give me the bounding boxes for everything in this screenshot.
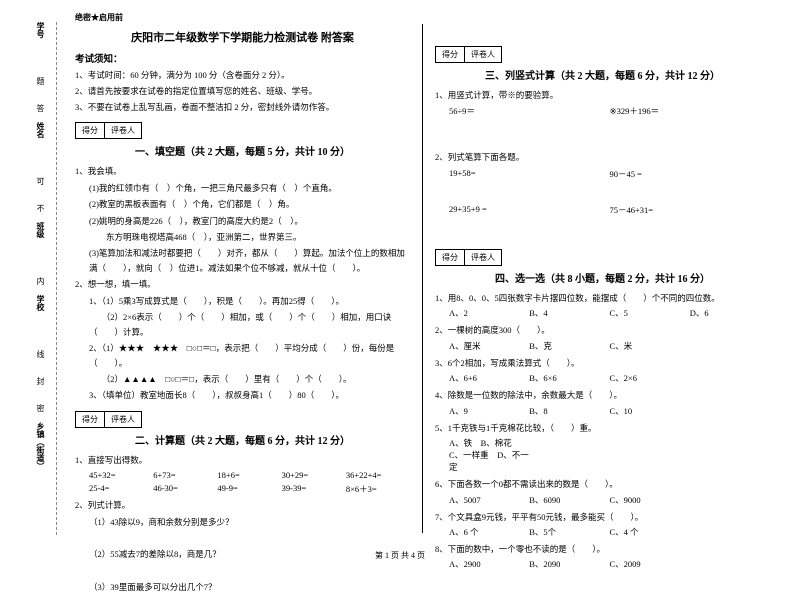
exam-title: 庆阳市二年级数学下学期能力检测试卷 附答案 [75,29,410,45]
s2-q2: 2、列式计算。 [75,498,410,512]
binding-char-5: 线 [37,349,45,360]
s4-q4: 4、除数是一位数的除法中，余数最大是（ ）。 [435,388,770,402]
s3-q1: 1、用竖式计算，带※的要验算。 [435,88,770,102]
column-left: 绝密★启用前 庆阳市二年级数学下学期能力检测试卷 附答案 考试须知： 1、考试时… [63,12,422,545]
binding-char-3: 不 [37,203,45,214]
binding-char-1: 答 [37,103,45,114]
section-1-title: 一、填空题（共 2 大题，每题 5 分，共计 10 分） [75,143,410,158]
s1-q2e: 3、（填单位）教室地面长8（ ），叔叔身高1（ ）80（ ）。 [75,388,410,402]
s3-row0: 19+58= 90－45 = [435,168,770,180]
s1-q2: 2、想一想，填一填。 [75,277,410,291]
binding-char-4: 内 [37,276,45,287]
s1-q1e: (3)笔算加法和减法时都要把（ ）对齐，都从（ ）算起。加法个位上的数相加满（ … [75,246,410,275]
s4-c4: A、9B、8C、10 [435,405,770,417]
binding-char-7: 密 [37,403,45,414]
binding-label-0: 学号 [35,22,46,38]
score-c2d: 评卷人 [465,250,501,265]
s1-q1: 1、我会填。 [75,164,410,178]
s4-q1: 1、用8、0、0、5四张数字卡片摆四位数，能摆成（ ）个不同的四位数。 [435,291,770,305]
binding-label-1: 姓名 [35,122,46,138]
section-3-title: 三、列竖式计算（共 2 大题，每题 6 分，共计 12 分） [435,67,770,82]
score-c1b: 得分 [76,412,105,427]
s1-q2d: （2）▲▲▲▲ □○□＝□，表示（ ）里有（ ）个（ ）。 [75,372,410,386]
binding-char-6: 封 [37,376,45,387]
s1-q1a: (1)我的红领巾有（ ）个角，一把三角尺最多只有（ ）个直角。 [75,181,410,195]
section-2-title: 二、计算题（共 2 大题，每题 6 分，共计 12 分） [75,432,410,447]
section-4-title: 四、选一选（共 8 小题，每题 2 分，共计 16 分） [435,270,770,285]
s4-q3: 3、6个2相加，写成乘法算式（ ）。 [435,356,770,370]
s2-q2c: （3）39里面最多可以分出几个7？ [75,580,410,594]
binding-char-0: 题 [37,76,45,87]
notice-2: 2、请首先按要求在试卷的指定位置填写您的姓名、班级、学号。 [75,85,410,98]
secret-label: 绝密★启用前 [75,12,410,23]
s1-q1d: 东方明珠电视塔高468（ ），亚洲第二，世界第三。 [75,230,410,244]
s4-c2: A、厘米B、克C、米 [435,340,770,352]
binding-dashed-line [56,22,57,535]
s4-c6: A、5007B、6090C、9000 [435,494,770,506]
s3-q1row: 56÷9＝ ※329＋196＝ [435,105,770,117]
binding-column: 学号 题 答 姓名 可 不 班级 内 学校 线 封 密 乡镇（街道） [18,12,63,545]
s1-q2b: （2）2×6表示（ ）个（ ）相加，或（ ）个（ ）相加，用口诀（ ）计算。 [75,310,410,339]
s4-c5: A、铁 B、棉花 C、一样重 D、不一定 [435,437,770,473]
s2-q2a: （1）43除以9，商和余数分别是多少？ [75,515,410,529]
s2-q1: 1、直接写出得数。 [75,453,410,467]
s4-c3: A、6+6B、6×6C、2×6 [435,372,770,384]
s4-q5: 5、1千克铁与1千克棉花比较，（ ）重。 [435,421,770,435]
binding-char-2: 可 [37,176,45,187]
score-c1d: 得分 [436,250,465,265]
s1-q1c: (2)姚明的身高是226（ ），教室门的高度大约是2（ ）。 [75,214,410,228]
s2-row1: 25-4= 46-30= 49-9= 39-39= 8×6＋3= [75,483,410,495]
s4-c7: A、6 个B、5个C、4 个 [435,526,770,538]
binding-label-2: 班级 [35,222,46,238]
page-footer: 第 1 页 共 4 页 [0,550,800,561]
score-box-1: 得分 评卷人 [75,122,142,139]
binding-label-4: 乡镇（街道） [35,422,46,470]
s1-q2c: 2、（1）★★★ ★★★ □○□＝□，表示把（ ）平均分成（ ）份，每份是（ ）… [75,341,410,370]
score-c2b: 评卷人 [105,412,141,427]
s3-q2: 2、列式笔算下面各题。 [435,150,770,164]
score-box-4: 得分 评卷人 [435,249,502,266]
binding-label-3: 学校 [35,295,46,311]
notice-head: 考试须知： [75,51,410,65]
score-c2c: 评卷人 [465,47,501,62]
s1-q1b: (2)教室的黑板表面有（ ）个角，它们都是（ ）角。 [75,197,410,211]
s4-q7: 7、个文具盒9元钱，平平有50元钱，最多能买（ ）。 [435,510,770,524]
s1-q2a: 1、（1）5乘3写成算式是（ ），积是（ ）。再加25得（ ）。 [75,294,410,308]
score-c1c: 得分 [436,47,465,62]
column-right: 得分 评卷人 三、列竖式计算（共 2 大题，每题 6 分，共计 12 分） 1、… [423,12,782,545]
score-c1: 得分 [76,123,105,138]
s4-q6: 6、下面各数一个0都不需读出来的数是（ ）。 [435,477,770,491]
notice-1: 1、考试时间：60 分钟，满分为 100 分（含卷面分 2 分）。 [75,69,410,82]
s4-c1: A、2B、4C、5D、6 [435,307,770,319]
score-box-2: 得分 评卷人 [75,411,142,428]
notice-3: 3、不要在试卷上乱写乱画，卷面不整洁扣 2 分，密封线外请勿作答。 [75,101,410,114]
s4-q2: 2、一棵树的高度300（ ）。 [435,323,770,337]
s3-row1: 29+35+9 = 75－46+31= [435,204,770,216]
score-box-3: 得分 评卷人 [435,46,502,63]
s2-row0: 45+32= 6+73= 18+6= 30+29= 36+22+4= [75,470,410,480]
score-c2: 评卷人 [105,123,141,138]
